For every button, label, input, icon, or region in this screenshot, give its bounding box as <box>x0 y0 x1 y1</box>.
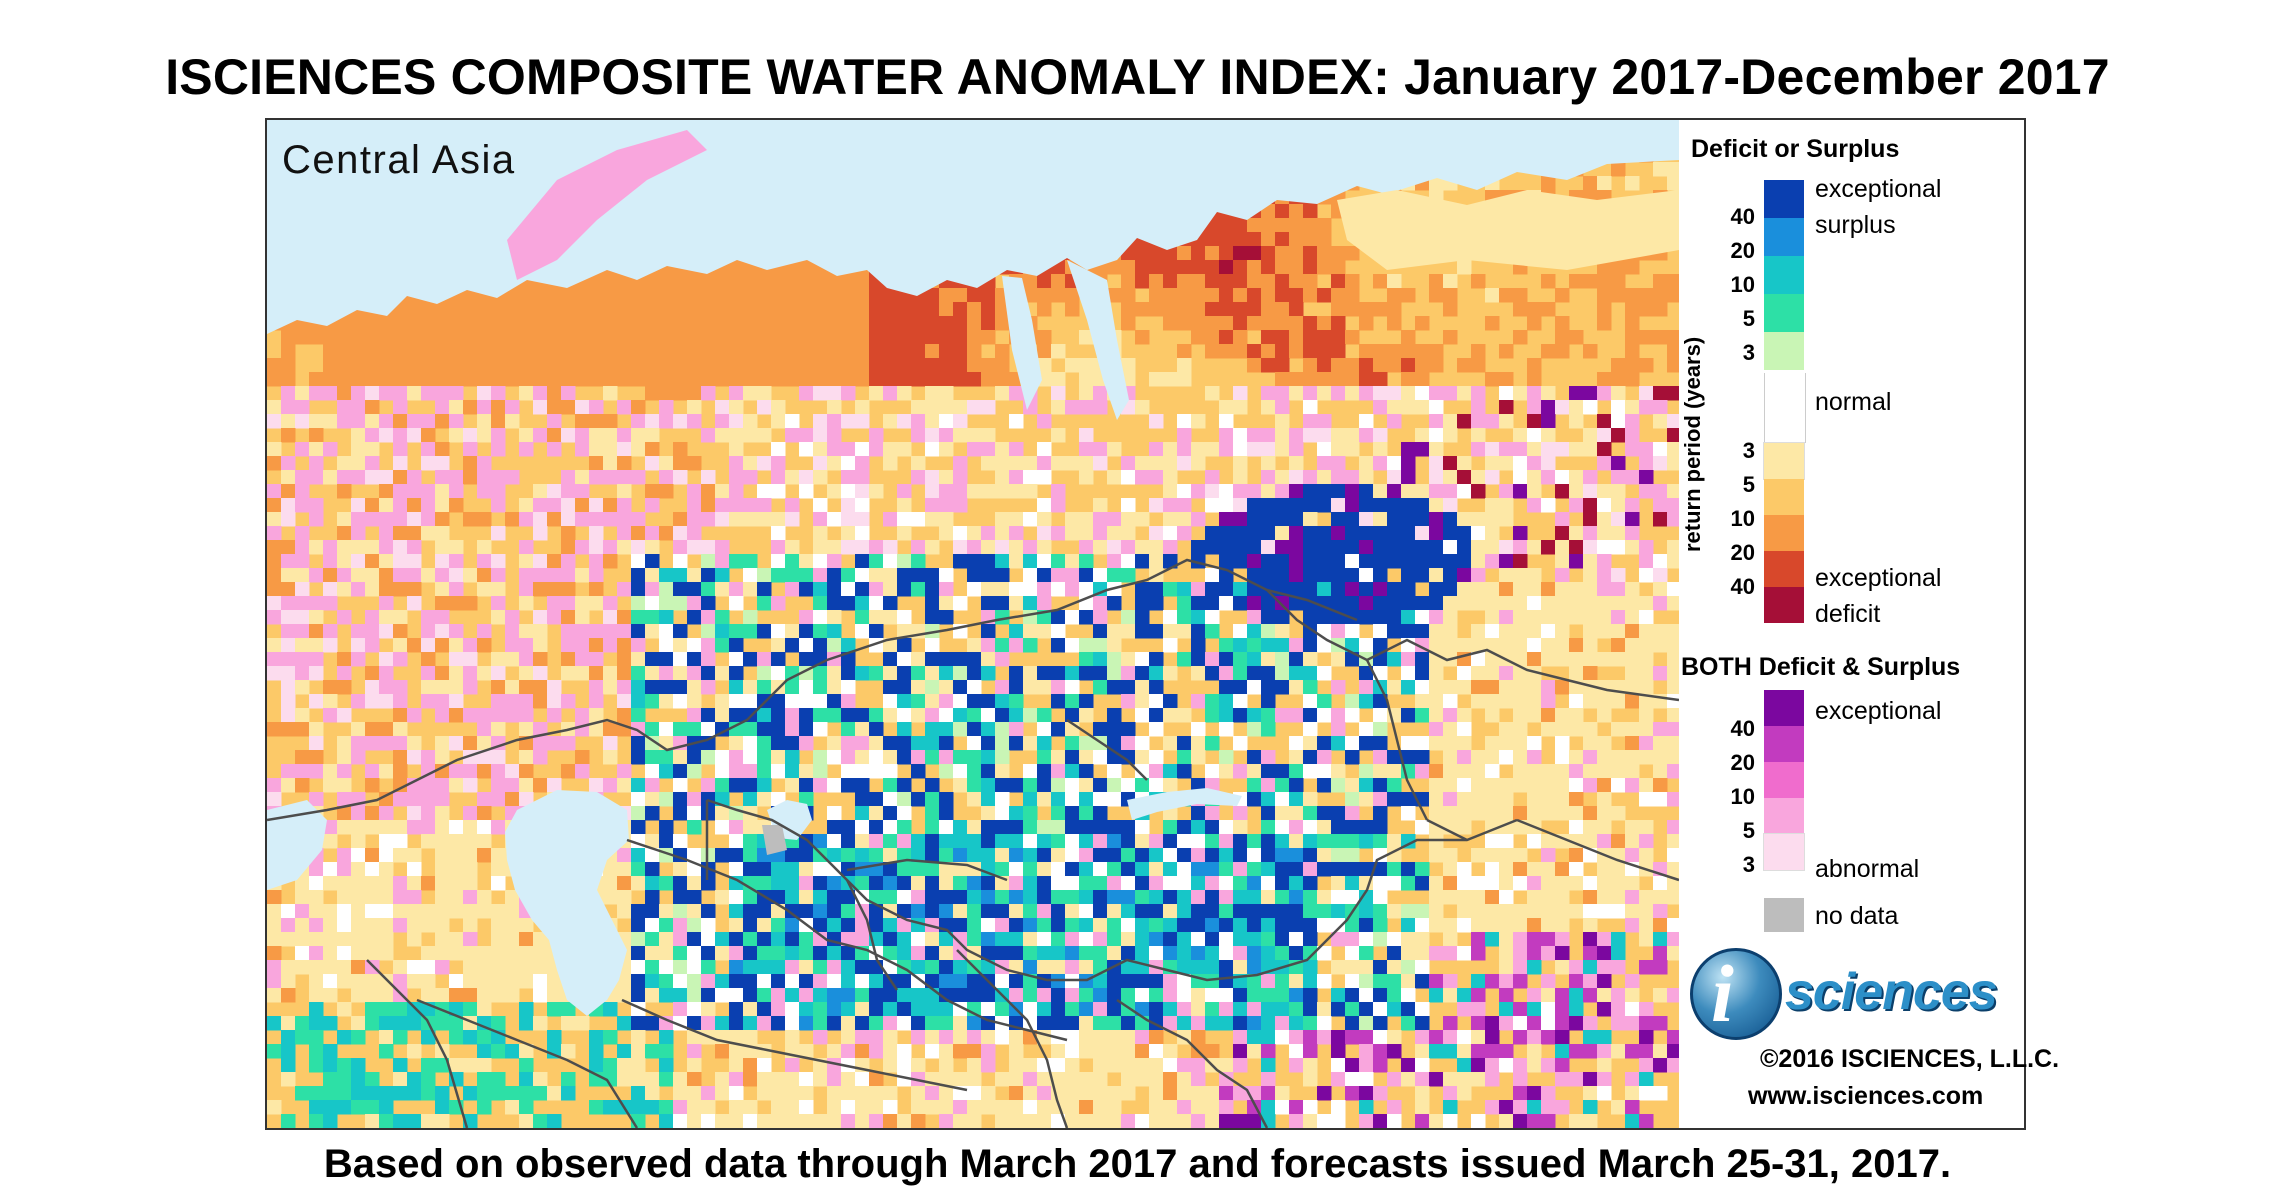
country-borders <box>267 558 1679 1128</box>
deficit-tick-10: 10 <box>1730 506 1755 531</box>
surplus-swatch-4 <box>1764 332 1804 370</box>
ob-gulf <box>1002 276 1042 410</box>
both-tick-20: 20 <box>1730 750 1755 775</box>
both-swatch-2 <box>1764 762 1804 798</box>
both-tick-40: 40 <box>1730 716 1755 741</box>
lake-balkhash <box>1127 788 1242 820</box>
legend-exceptional-deficit-2: deficit <box>1815 600 1881 628</box>
caspian-sea <box>505 790 629 1016</box>
both-tick-3: 3 <box>1742 852 1755 877</box>
both-tick-5: 5 <box>1742 818 1755 843</box>
legend-exceptional-surplus-1: exceptional <box>1815 175 1942 203</box>
surplus-tick-40: 40 <box>1730 204 1755 229</box>
legend-exceptional-deficit-1: exceptional <box>1815 564 1942 592</box>
deficit-swatch-0 <box>1763 442 1805 480</box>
anomaly-map[interactable]: Central Asia <box>267 120 1679 1128</box>
legend-normal: normal <box>1815 388 1892 416</box>
both-swatch-4 <box>1763 833 1805 871</box>
both-swatch-3 <box>1764 798 1804 834</box>
page-subtitle: Based on observed data through March 201… <box>323 1142 1952 1186</box>
aral-gray <box>762 825 787 855</box>
legend-both-exceptional: exceptional <box>1815 697 1942 725</box>
legend-section1-title: Deficit or Surplus <box>1691 135 1900 163</box>
deficit-tick-40: 40 <box>1730 574 1755 599</box>
surplus-swatch-3 <box>1764 294 1804 332</box>
legend-section2-title: BOTH Deficit & Surplus <box>1681 653 1961 681</box>
swatch-no-data <box>1764 898 1804 932</box>
anomaly-map-canvas <box>267 120 1679 1128</box>
surplus-swatch-2 <box>1764 256 1804 294</box>
both-tick-10: 10 <box>1730 784 1755 809</box>
deficit-tick-5: 5 <box>1742 472 1755 497</box>
logo-globe-icon: i <box>1690 948 1782 1040</box>
deficit-swatch-2 <box>1764 515 1804 551</box>
legend-both-abnormal: abnormal <box>1815 855 1920 883</box>
black-sea <box>267 800 327 890</box>
surplus-tick-20: 20 <box>1730 238 1755 263</box>
isciences-logo[interactable]: i sciences <box>1690 948 2030 1068</box>
deficit-tick-3: 3 <box>1742 438 1755 463</box>
deficit-swatch-4 <box>1764 587 1804 623</box>
deficit-swatch-3 <box>1764 551 1804 587</box>
surplus-tick-5: 5 <box>1742 306 1755 331</box>
surplus-swatch-1 <box>1764 218 1804 256</box>
region-label: Central Asia <box>282 138 516 182</box>
swatch-normal <box>1764 373 1806 443</box>
surplus-tick-10: 10 <box>1730 272 1755 297</box>
novaya-zemlya <box>507 130 707 280</box>
legend-axis-label: return period (years) <box>1680 336 1705 552</box>
both-swatch-0 <box>1764 690 1804 726</box>
map-frame: Central Asia Deficit or Surplus return p… <box>265 118 2026 1130</box>
both-swatch-1 <box>1764 726 1804 762</box>
logo-word: sciences <box>1785 963 1998 1021</box>
surplus-tick-3: 3 <box>1742 340 1755 365</box>
deficit-swatch-1 <box>1764 479 1804 515</box>
legend-no-data: no data <box>1815 902 1899 930</box>
copyright: ©2016 ISCIENCES, L.L.C. <box>1760 1045 2060 1073</box>
page-title: ISCIENCES COMPOSITE WATER ANOMALY INDEX:… <box>165 49 2110 105</box>
taymyr <box>1337 190 1679 270</box>
yamal-gulf <box>1067 260 1129 420</box>
surplus-swatch-0 <box>1764 180 1804 218</box>
logo-letter: i <box>1711 948 1734 1039</box>
legend-exceptional-surplus-2: surplus <box>1815 211 1896 239</box>
deficit-tick-20: 20 <box>1730 540 1755 565</box>
website-link[interactable]: www.isciences.com <box>1748 1082 1984 1110</box>
